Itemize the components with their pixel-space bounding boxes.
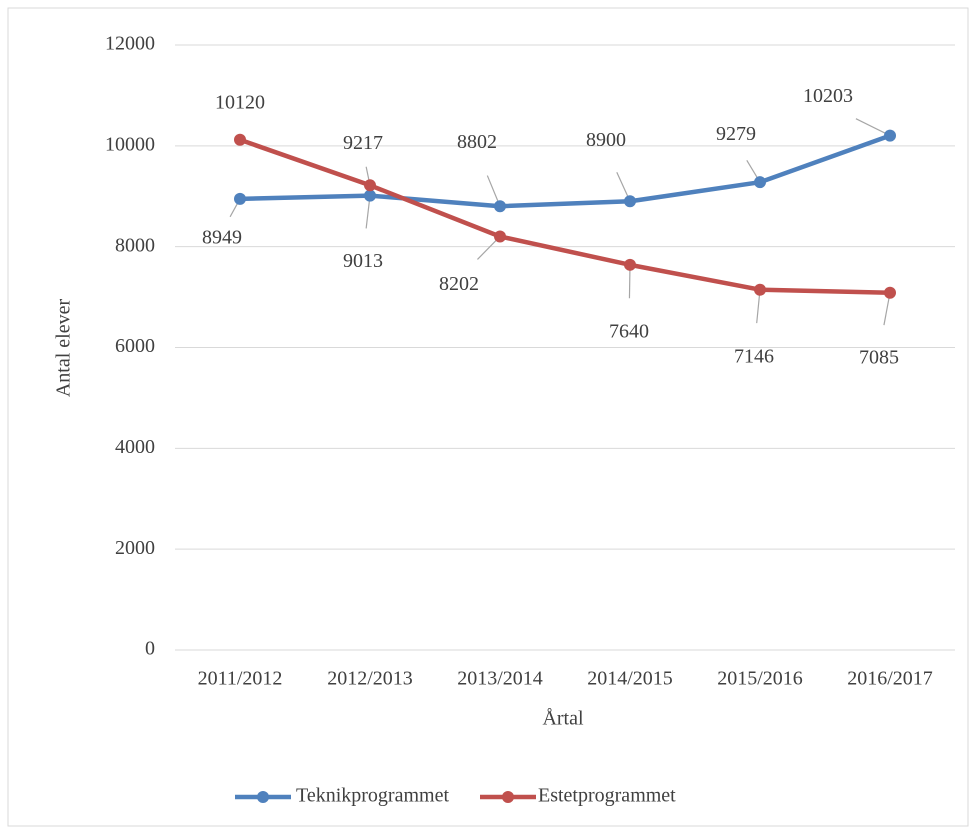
- point: [884, 286, 896, 299]
- point: [494, 200, 506, 213]
- data-label: 8802: [457, 131, 497, 153]
- data-label: 9013: [343, 250, 383, 272]
- y-tick-label: 10000: [105, 133, 155, 155]
- point: [754, 283, 766, 296]
- point: [494, 230, 506, 243]
- data-label: 8949: [202, 226, 242, 248]
- x-axis-title: Årtal: [542, 708, 584, 730]
- data-label: 7146: [734, 345, 774, 367]
- point: [364, 189, 376, 202]
- x-tick-label: 2014/2015: [587, 668, 673, 690]
- series-line: [239, 137, 891, 296]
- data-label: 8900: [586, 129, 626, 151]
- chart-border: [7, 7, 969, 827]
- legend-marker: [257, 791, 269, 803]
- point: [754, 176, 766, 189]
- y-tick-label: 6000: [115, 335, 155, 357]
- y-tick-label: 0: [145, 638, 155, 660]
- data-label: 10120: [215, 91, 265, 113]
- y-tick-label: 4000: [115, 436, 155, 458]
- y-axis-title: Antal elever: [53, 299, 75, 398]
- x-tick-label: 2013/2014: [457, 668, 543, 690]
- point: [234, 192, 246, 205]
- data-label: 9217: [343, 132, 383, 154]
- data-label: 7085: [859, 346, 899, 368]
- x-tick-label: 2016/2017: [847, 668, 933, 690]
- y-tick-label: 8000: [115, 234, 155, 256]
- data-label: 9279: [716, 123, 756, 145]
- x-tick-label: 2011/2012: [198, 668, 283, 690]
- data-label: 8202: [439, 273, 479, 295]
- legend-label: Estetprogrammet: [538, 785, 676, 807]
- y-tick-label: 2000: [115, 537, 155, 559]
- x-tick-label: 2012/2013: [327, 668, 413, 690]
- point: [884, 129, 896, 142]
- legend-label: Teknikprogrammet: [296, 785, 449, 807]
- point: [624, 258, 636, 271]
- x-tick-label: 2015/2016: [717, 668, 803, 690]
- point: [234, 133, 246, 146]
- point: [364, 179, 376, 192]
- data-label: 7640: [609, 320, 649, 342]
- series-line: [239, 133, 891, 209]
- point: [624, 195, 636, 208]
- data-label: 10203: [803, 85, 853, 107]
- legend-marker: [502, 791, 514, 803]
- y-tick-label: 12000: [105, 33, 155, 55]
- leader-line: [855, 118, 891, 137]
